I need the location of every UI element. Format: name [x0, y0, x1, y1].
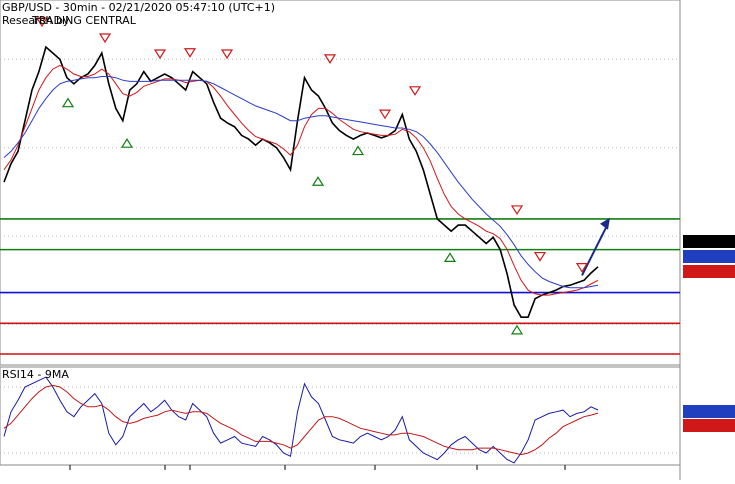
swing-high-marker — [183, 48, 197, 58]
swing-high-marker — [533, 251, 547, 262]
rsi-line — [3, 376, 599, 464]
price-tag-box — [683, 250, 735, 263]
swing-high-marker — [378, 109, 392, 120]
rsi-panel-frame — [0, 366, 681, 466]
swing-high-marker — [575, 263, 589, 273]
projection-arrow-head — [600, 217, 610, 230]
rsi-tag-box — [683, 405, 735, 418]
rsi-ma-line — [3, 384, 599, 456]
swing-high-marker — [408, 86, 422, 96]
swing-low-marker — [351, 145, 365, 156]
brand-label: TRADING CENTRAL — [31, 14, 137, 27]
swing-low-marker — [120, 138, 134, 148]
swing-low-marker — [510, 324, 524, 335]
chart-title: GBP/USD - 30min - 02/21/2020 05:47:10 (U… — [2, 1, 275, 14]
swing-low-marker — [443, 252, 457, 262]
rsi-tag-box — [683, 419, 735, 432]
price-tag-box — [683, 235, 735, 248]
swing-high-marker — [323, 54, 337, 65]
swing-low-marker — [311, 176, 325, 186]
swing-high-marker — [98, 33, 112, 44]
swing-high-marker — [220, 49, 234, 60]
research-by-label: Research by — [2, 14, 70, 27]
rsi-panel-label: RSI14 - 9MA — [2, 368, 69, 381]
swing-high-marker — [153, 49, 167, 60]
swing-low-marker — [61, 97, 75, 108]
projection-arrow-shaft — [581, 225, 608, 276]
price-tag-box — [683, 265, 735, 278]
moving-average-line — [3, 64, 599, 296]
price-line — [3, 45, 599, 318]
swing-high-marker — [35, 17, 49, 28]
moving-average-line — [3, 76, 599, 289]
swing-high-marker — [510, 205, 524, 216]
